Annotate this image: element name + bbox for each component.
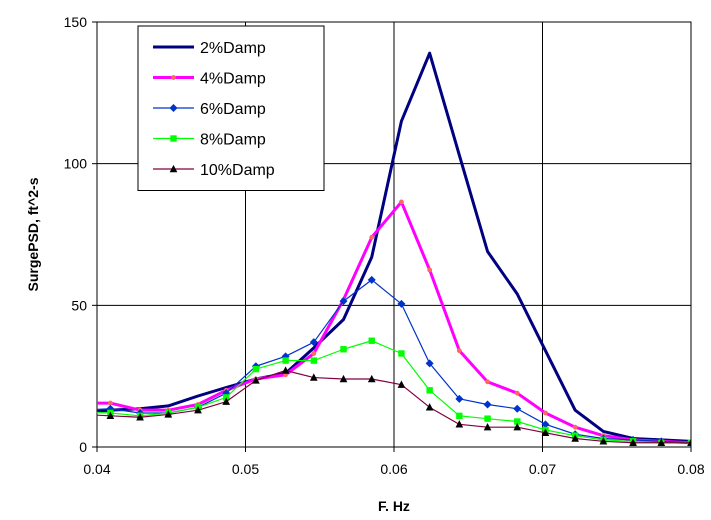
data-point-marker [657,438,666,446]
legend: 2%Damp 4%Damp 6%Damp 8%Damp 10%Damp [137,25,325,191]
x-tick-label: 0.05 [232,461,259,477]
data-point-marker [369,234,375,240]
data-point-marker [169,164,178,173]
series-line [97,369,691,444]
series-10pctdamp [77,366,691,446]
data-point-marker [484,415,491,422]
series-2pctdamp [97,51,691,443]
data-point-marker [222,394,230,401]
data-point-marker [368,337,375,344]
data-point-marker [340,346,347,353]
legend-item: 8%Damp [153,132,266,149]
legend-item: 10%Damp [153,162,275,179]
data-point-marker [599,437,608,445]
legend-item: 6%Damp [153,101,266,118]
legend-item: 2%Damp [153,40,266,57]
data-point-marker [107,400,113,406]
data-point-marker [425,359,434,368]
data-point-marker [170,135,177,142]
data-point-marker [281,366,290,374]
data-point-marker [513,404,522,413]
data-point-marker [171,75,176,80]
x-axis-title: F. Hz [378,498,410,514]
legend-label: 4%Damp [200,71,266,88]
series-line [97,200,691,445]
data-point-marker [397,380,406,388]
data-point-marker [252,376,260,384]
data-point-marker [169,104,178,112]
data-point-marker [485,379,490,385]
data-point-marker [78,401,83,406]
data-point-marker [310,357,318,364]
y-axis-title: SurgePSD, ft^2-s [25,177,41,291]
data-point-marker [77,408,83,414]
data-point-marker [194,406,202,414]
data-point-marker [252,365,260,373]
data-point-marker [687,438,691,446]
data-point-marker [541,420,550,429]
data-point-marker [398,350,405,357]
data-point-marker [571,434,580,442]
legend-label: 2%Damp [200,40,266,57]
data-point-marker [514,418,521,425]
data-point-marker [514,390,520,396]
y-axis-ticks: 0 50 100 150 [64,14,97,455]
data-point-marker [399,199,404,205]
legend-item: 4%Damp [153,71,266,88]
y-tick-label: 100 [64,156,88,172]
data-point-marker [455,420,464,428]
data-point-marker [282,357,289,364]
data-point-marker [455,394,464,403]
series-4pctdamp [78,199,691,446]
series-line [97,279,691,444]
data-point-marker [483,400,492,409]
data-point-marker [425,403,434,411]
data-point-marker [106,411,115,420]
data-point-marker [311,351,317,356]
data-point-marker [136,413,144,421]
y-tick-label: 0 [79,439,87,455]
data-point-marker [572,424,578,430]
legend-label: 8%Damp [200,132,266,149]
series-group [77,51,691,447]
x-tick-label: 0.08 [677,461,704,477]
legend-label: 10%Damp [200,162,275,179]
data-point-marker [309,338,318,347]
data-point-marker [309,373,318,381]
y-tick-label: 150 [64,14,88,30]
data-point-marker [77,406,85,414]
data-point-marker [483,423,492,431]
data-point-marker [367,275,376,284]
x-tick-label: 0.07 [529,461,556,477]
legend-label: 6%Damp [200,101,266,118]
series-line [97,340,691,444]
data-point-marker [164,410,173,418]
series-line [97,51,691,443]
data-point-marker [456,348,462,354]
x-tick-label: 0.04 [83,461,110,477]
x-axis-ticks: 0.04 0.05 0.06 0.07 0.08 [83,447,705,477]
data-point-marker [367,374,376,383]
data-point-marker [427,267,433,273]
data-point-marker [541,428,550,437]
series-6pctdamp [77,275,691,447]
data-point-marker [513,423,522,431]
data-point-marker [397,299,406,308]
data-point-marker [456,412,463,420]
data-point-marker [339,297,348,306]
data-point-marker [77,410,85,417]
data-point-marker [629,438,637,446]
data-point-marker [339,374,348,383]
y-tick-label: 50 [71,297,87,313]
data-point-marker [426,387,433,394]
x-tick-label: 0.06 [380,461,407,477]
data-point-marker [222,397,231,405]
data-point-marker [543,410,548,416]
